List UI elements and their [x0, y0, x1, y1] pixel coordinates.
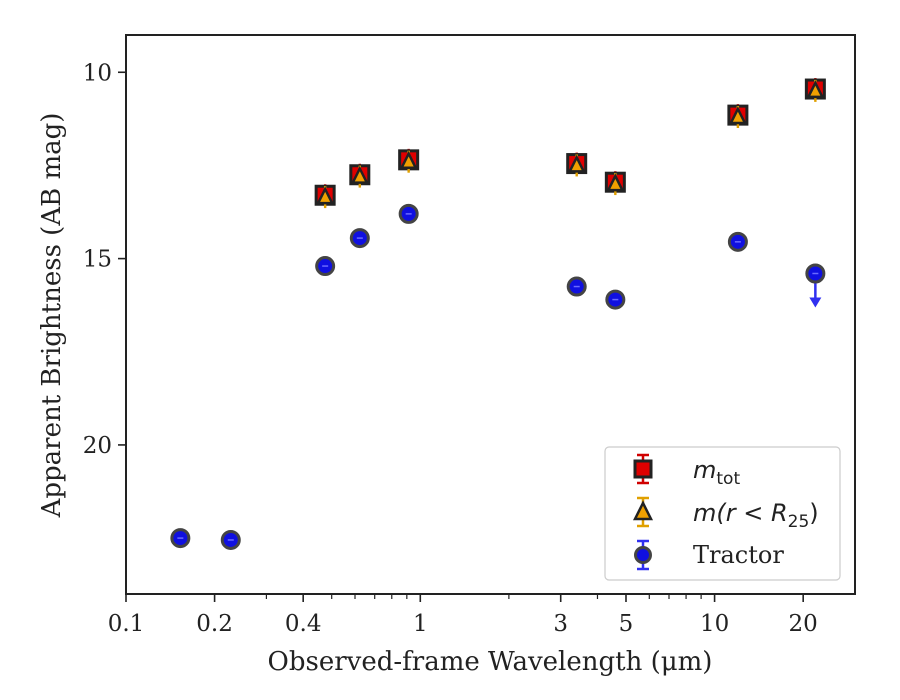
legend-mr25-sub: 25: [788, 512, 810, 532]
marker-triangle: [399, 150, 418, 169]
legend-mr25-text: m(r < R: [693, 499, 788, 527]
legend-box: [604, 446, 841, 581]
marker-triangle: [728, 106, 747, 125]
data-point-tractor: [315, 256, 336, 277]
x-axis-title: Observed-frame Wavelength (μm): [268, 647, 713, 677]
data-point-tractor: [398, 203, 419, 224]
x-axis-ticks: 0.1 0.2 0.4 1 3 5 10 20: [108, 594, 818, 637]
y-tick-label: 10: [83, 60, 112, 86]
marker-triangle: [606, 173, 625, 192]
data-point-mr25: [606, 173, 625, 196]
marker-triangle: [806, 80, 825, 99]
x-tick-label: 0.4: [285, 611, 322, 637]
upper-limit-arrow-head: [809, 297, 822, 308]
marker-triangle: [567, 154, 586, 173]
legend-marker-triangle: [632, 500, 654, 521]
data-point-tractor: [566, 276, 587, 297]
legend-marker-mr25: [632, 496, 654, 528]
legend-mtot-sub: tot: [716, 469, 740, 489]
legend-marker-mtot: [633, 453, 653, 485]
data-point-mr25: [806, 79, 825, 102]
x-tick-label: 10: [700, 611, 729, 637]
data-point-tractor: [170, 528, 191, 549]
data-point-tractor: [805, 263, 826, 308]
x-tick-label: 1: [413, 611, 428, 637]
x-tick-label: 3: [553, 611, 568, 637]
data-point-mr25: [567, 154, 586, 177]
x-tick-label: 5: [619, 611, 634, 637]
legend-mr25-close: ): [809, 499, 818, 527]
legend-marker-circle: [634, 546, 652, 564]
legend-label-tractor: Tractor: [693, 541, 784, 569]
marker-triangle: [316, 186, 335, 205]
y-axis-title: Apparent Brightness (AB mag): [37, 113, 67, 519]
x-tick-label: 0.1: [108, 611, 145, 637]
y-tick-label: 15: [83, 247, 112, 273]
data-point-tractor: [349, 228, 370, 249]
legend-label-mtot: mtot: [693, 456, 740, 489]
legend-label-mr25: m(r < R25): [693, 499, 819, 532]
series-mr25: [316, 79, 825, 209]
y-axis-ticks: 10 15 20: [83, 60, 126, 459]
data-point-mr25: [399, 150, 418, 173]
legend-markers: [632, 453, 654, 571]
data-marks: [170, 78, 826, 550]
legend-mtot-base: m: [693, 456, 716, 484]
x-tick-label: 20: [789, 611, 818, 637]
legend: mtot m(r < R25) Tractor: [604, 446, 841, 581]
data-point-mr25: [728, 105, 747, 128]
x-tick-label: 0.2: [196, 611, 233, 637]
legend-marker-tractor: [634, 539, 652, 571]
data-point-mr25: [316, 186, 335, 209]
series-tractor: [170, 203, 826, 550]
y-tick-label: 20: [83, 433, 112, 459]
data-point-mr25: [350, 165, 369, 188]
data-point-tractor: [727, 231, 748, 252]
data-point-tractor: [220, 529, 241, 550]
marker-triangle: [350, 165, 369, 184]
data-point-tractor: [605, 289, 626, 310]
legend-marker-square: [633, 459, 653, 479]
